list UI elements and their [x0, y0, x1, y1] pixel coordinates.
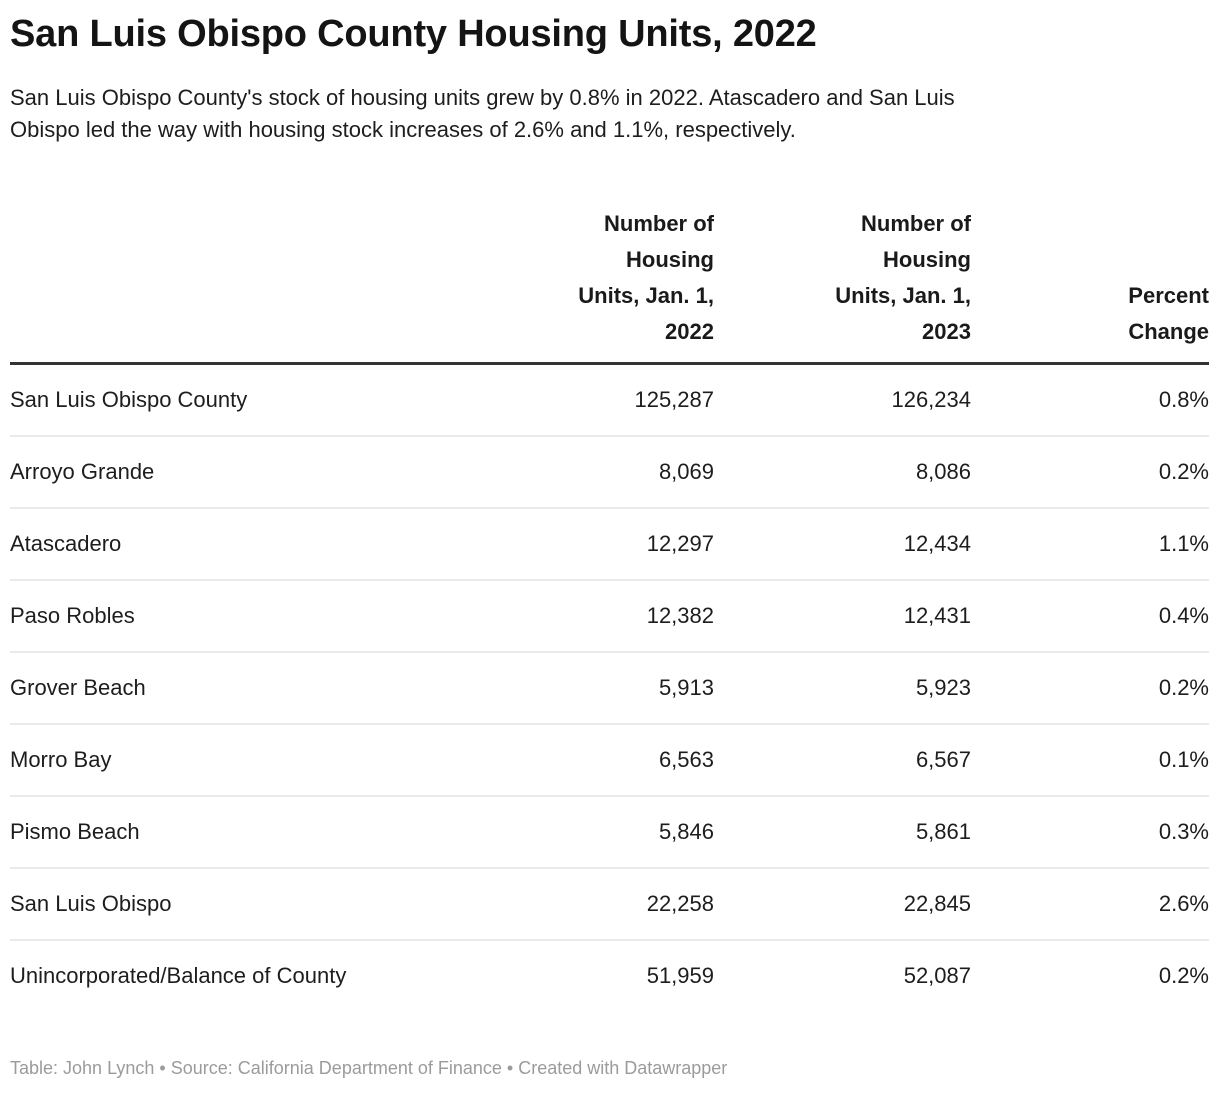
units-2023-cell: 5,923 — [714, 651, 971, 725]
housing-units-table: Number of Housing Units, Jan. 1, 2022 Nu… — [10, 206, 1209, 1012]
percent-change-cell: 0.2% — [971, 651, 1209, 725]
units-2023-cell: 8,086 — [714, 435, 971, 509]
page-subtitle: San Luis Obispo County's stock of housin… — [10, 85, 955, 142]
row-label: Atascadero — [10, 507, 457, 581]
units-2022-cell: 8,069 — [457, 435, 714, 509]
units-2022-cell: 5,846 — [457, 795, 714, 869]
units-2022-cell: 51,959 — [646, 963, 714, 988]
row-label: Unincorporated/Balance of County — [10, 963, 347, 988]
attribution-footer: Table: John Lynch • Source: California D… — [10, 1057, 728, 1078]
row-label: Arroyo Grande — [10, 435, 457, 509]
table-header-row: Number of Housing Units, Jan. 1, 2022 Nu… — [10, 206, 1209, 364]
percent-change-cell: 0.4% — [971, 579, 1209, 653]
percent-change-cell: 0.3% — [971, 795, 1209, 869]
row-label: Morro Bay — [10, 723, 457, 797]
units-2023-cell: 52,087 — [903, 963, 971, 988]
row-label: San Luis Obispo County — [10, 363, 457, 437]
units-2022-cell: 12,297 — [457, 507, 714, 581]
units-2022-cell: 125,287 — [457, 363, 714, 437]
datawrapper-table-widget: San Luis Obispo County Housing Units, 20… — [10, 13, 1209, 1078]
table-row: San Luis Obispo 22,258 22,845 2.6% — [10, 867, 1209, 941]
table-row: Paso Robles 12,382 12,431 0.4% — [10, 579, 1209, 653]
units-2023-cell: 5,861 — [714, 795, 971, 869]
percent-change-cell: 0.2% — [971, 435, 1209, 509]
percent-change-cell: 2.6% — [971, 867, 1209, 941]
table-row: San Luis Obispo County 125,287 126,234 0… — [10, 363, 1209, 437]
units-2023-cell: 126,234 — [714, 363, 971, 437]
table-row: Arroyo Grande 8,069 8,086 0.2% — [10, 435, 1209, 509]
table-row: Pismo Beach 5,846 5,861 0.3% — [10, 795, 1209, 869]
column-header-units-2023: Number of Housing Units, Jan. 1, 2023 — [835, 211, 971, 344]
row-label: San Luis Obispo — [10, 867, 457, 941]
table-body: San Luis Obispo County 125,287 126,234 0… — [10, 363, 1209, 1012]
percent-change-cell: 0.8% — [971, 363, 1209, 437]
units-2022-cell: 5,913 — [457, 651, 714, 725]
units-2022-cell: 6,563 — [457, 723, 714, 797]
column-header-area — [10, 206, 457, 364]
table-row: Atascadero 12,297 12,434 1.1% — [10, 507, 1209, 581]
units-2023-cell: 22,845 — [714, 867, 971, 941]
row-label: Grover Beach — [10, 651, 457, 725]
units-2023-cell: 6,567 — [714, 723, 971, 797]
table-row: Morro Bay 6,563 6,567 0.1% — [10, 723, 1209, 797]
units-2023-cell: 12,434 — [714, 507, 971, 581]
table-header: Number of Housing Units, Jan. 1, 2022 Nu… — [10, 206, 1209, 364]
percent-change-cell: 0.1% — [971, 723, 1209, 797]
page-title: San Luis Obispo County Housing Units, 20… — [10, 13, 817, 55]
units-2022-cell: 12,382 — [457, 579, 714, 653]
table-row: Unincorporated/Balance of County 51,959 … — [10, 940, 1209, 1012]
percent-change-cell: 0.2% — [1158, 963, 1209, 988]
units-2023-cell: 12,431 — [714, 579, 971, 653]
units-2022-cell: 22,258 — [457, 867, 714, 941]
column-header-percent-change: Percent Change — [1128, 283, 1209, 344]
table-row: Grover Beach 5,913 5,923 0.2% — [10, 651, 1209, 725]
percent-change-cell: 1.1% — [971, 507, 1209, 581]
column-header-units-2022: Number of Housing Units, Jan. 1, 2022 — [578, 211, 714, 344]
row-label: Paso Robles — [10, 579, 457, 653]
row-label: Pismo Beach — [10, 795, 457, 869]
